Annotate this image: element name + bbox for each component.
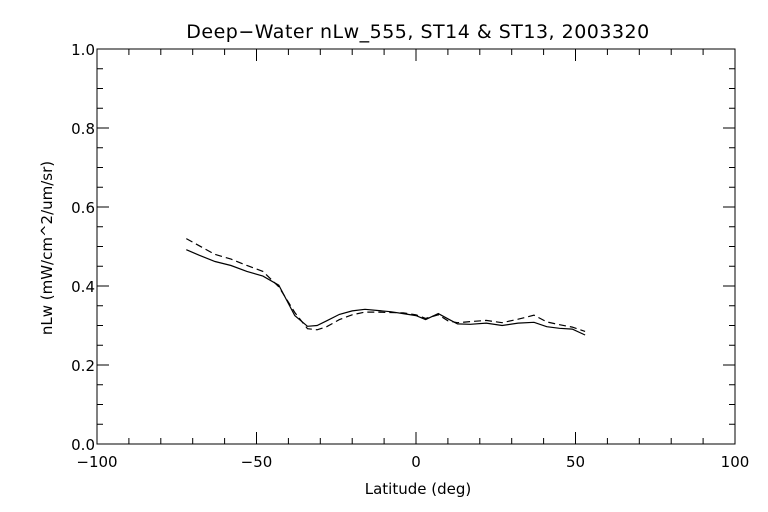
y-axis-title: nLw (mW/cm^2/um/sr) (38, 161, 56, 335)
x-axis-ticks (96, 49, 736, 444)
chart-title: Deep−Water nLw_555, ST14 & ST13, 2003320 (186, 21, 650, 43)
y-axis-tick-labels: 0.0 0.2 0.4 0.6 0.8 1.0 (71, 41, 95, 454)
y-tick-label: 0.6 (71, 199, 95, 217)
plot-frame (96, 48, 736, 445)
y-tick-label: 0.0 (71, 436, 95, 454)
x-tick-label: 100 (721, 453, 750, 471)
y-tick-label: 0.4 (71, 278, 95, 296)
x-axis-tick-labels: −100 −50 0 50 100 (76, 453, 749, 471)
dashed-series-line (186, 238, 586, 332)
y-tick-label: 0.8 (71, 120, 95, 138)
x-tick-label: 50 (566, 453, 585, 471)
series-lines (186, 238, 586, 336)
solid-series-line (186, 249, 586, 336)
x-tick-label: −100 (76, 453, 117, 471)
x-tick-label: −50 (241, 453, 273, 471)
x-tick-label: 0 (411, 453, 421, 471)
y-axis-ticks (97, 48, 735, 445)
x-axis-title: Latitude (deg) (365, 480, 471, 498)
y-tick-label: 0.2 (71, 357, 95, 375)
y-tick-label: 1.0 (71, 41, 95, 59)
